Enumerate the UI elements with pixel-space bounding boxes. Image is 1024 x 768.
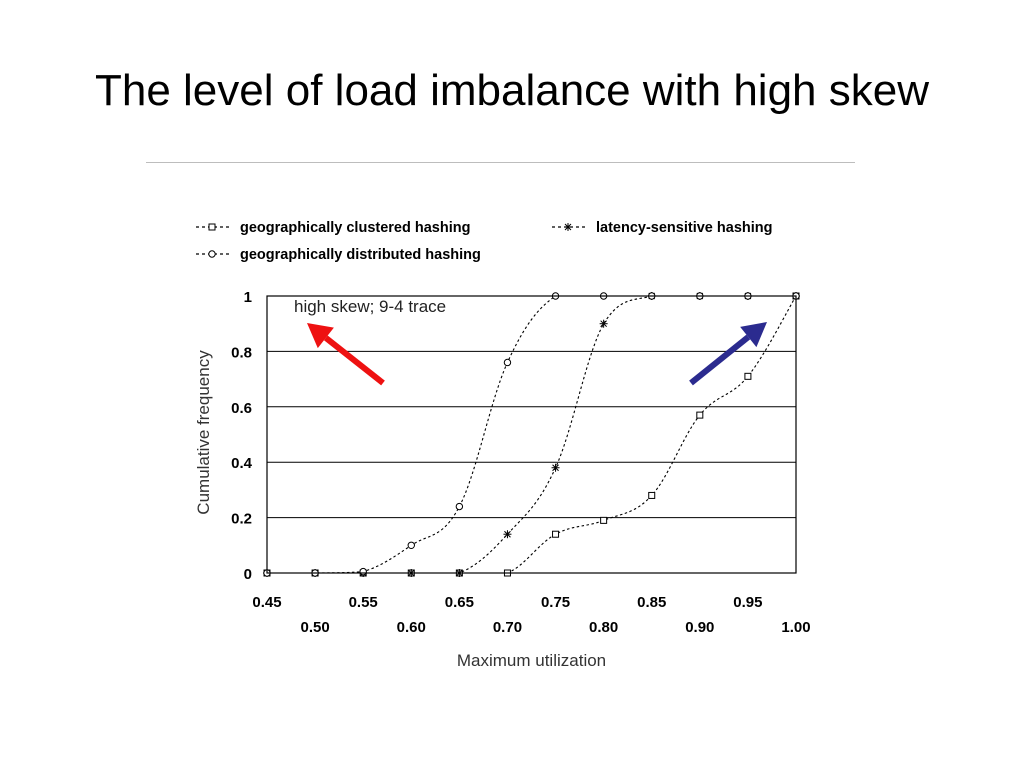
x-tick-label: 0.55 xyxy=(349,594,378,611)
marker-square xyxy=(552,530,560,538)
marker-square xyxy=(648,491,656,499)
marker-star xyxy=(551,463,560,472)
plot-frame xyxy=(266,295,797,574)
slide-title: The level of load imbalance with high sk… xyxy=(94,66,929,115)
marker-circle xyxy=(407,541,415,549)
x-tick-label: 0.90 xyxy=(685,619,714,636)
y-tick-label: 0 xyxy=(244,566,252,583)
marker-circle xyxy=(359,567,367,576)
marker-square xyxy=(696,411,704,419)
x-tick-label: 0.70 xyxy=(493,619,522,636)
blue-arrow xyxy=(689,322,767,386)
series-square xyxy=(263,292,800,577)
x-tick-label: 0.65 xyxy=(445,594,474,611)
legend-label: latency-sensitive hashing xyxy=(596,220,772,236)
y-tick-label: 1 xyxy=(244,289,252,306)
chart-grid xyxy=(267,350,796,519)
marker-circle xyxy=(208,250,216,258)
x-tick-label: 0.50 xyxy=(300,619,329,636)
marker-square xyxy=(600,516,608,524)
y-tick-label: 0.8 xyxy=(231,344,252,361)
series-line xyxy=(266,295,796,574)
marker-circle xyxy=(455,502,464,511)
marker-star xyxy=(599,319,608,328)
red-arrow xyxy=(307,323,385,386)
arrow-shaft xyxy=(689,334,751,386)
chart-arrows xyxy=(307,322,767,386)
y-axis-label: Cumulative frequency xyxy=(194,350,213,515)
y-tick-label: 0.4 xyxy=(231,455,253,472)
marker-circle xyxy=(503,358,512,367)
title-divider xyxy=(146,162,855,163)
legend-label: geographically clustered hashing xyxy=(240,220,470,236)
x-tick-label: 0.85 xyxy=(637,594,666,611)
arrow-head xyxy=(740,322,767,348)
arrow-shaft xyxy=(323,335,385,386)
chart-series xyxy=(263,292,800,577)
series-star xyxy=(263,292,800,577)
marker-star xyxy=(564,223,572,231)
legend-label: geographically distributed hashing xyxy=(240,247,481,263)
legend-item: geographically clustered hashing xyxy=(196,220,470,236)
series-line xyxy=(266,295,796,574)
x-tick-label: 0.95 xyxy=(733,594,762,611)
legend-item: geographically distributed hashing xyxy=(196,247,481,263)
x-tick-label: 0.80 xyxy=(589,619,618,636)
x-tick-label: 0.60 xyxy=(397,619,426,636)
marker-square xyxy=(744,372,752,380)
x-tick-label: 0.45 xyxy=(252,594,281,611)
x-tick-label: 1.00 xyxy=(781,619,810,636)
arrow-head xyxy=(307,323,334,349)
x-axis-label: Maximum utilization xyxy=(457,651,606,670)
y-tick-label: 0.6 xyxy=(231,400,252,417)
y-tick-label: 0.2 xyxy=(231,511,252,528)
series-line xyxy=(266,295,797,574)
marker-square xyxy=(208,223,216,231)
marker-star xyxy=(503,530,512,539)
chart-legend: geographically clustered hashing latency-… xyxy=(196,220,772,263)
chart-axes: 0 0.2 0.4 0.6 0.8 1 0.45 0.55 0.65 0.75 0.85 0.95 0.… xyxy=(194,289,811,670)
series-circle xyxy=(263,292,800,577)
x-tick-label: 0.75 xyxy=(541,594,570,611)
legend-item: latency-sensitive hashing xyxy=(552,220,772,236)
chart-annotation: high skew; 9-4 trace xyxy=(294,297,446,316)
